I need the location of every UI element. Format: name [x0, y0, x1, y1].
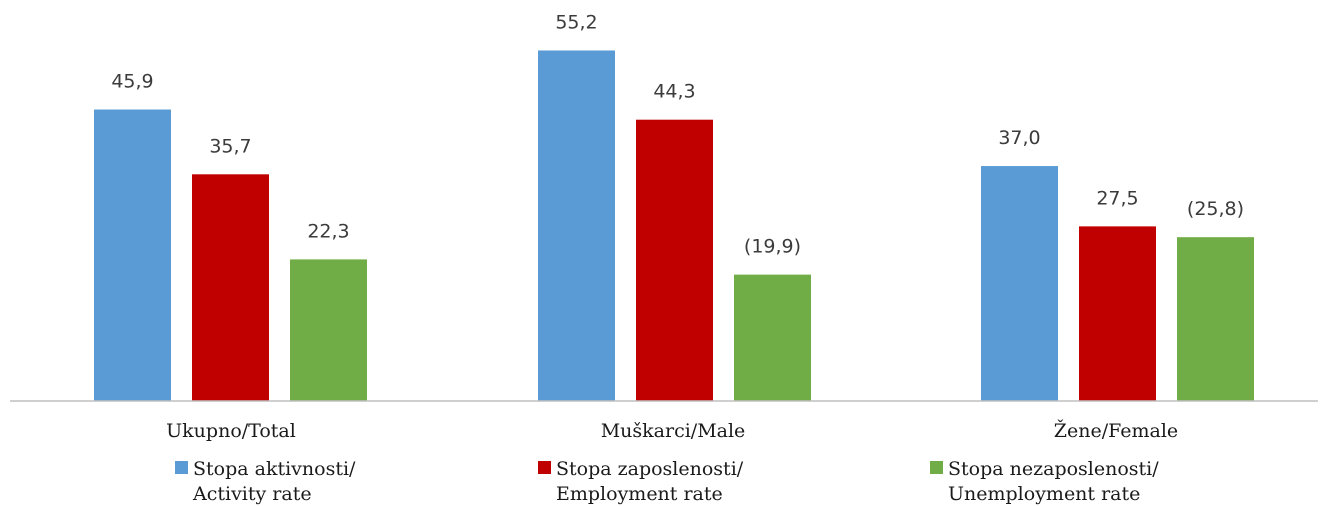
- bar-1-2: [734, 274, 811, 401]
- legend-label-0-line-1: Activity rate: [192, 483, 312, 505]
- bars-group: [94, 50, 1254, 401]
- bar-2-0: [981, 166, 1058, 401]
- legend-label-1-line-1: Employment rate: [556, 483, 723, 505]
- legend-swatch-0: [175, 461, 188, 474]
- legend-swatch-1: [538, 461, 551, 474]
- legend-swatch-2: [930, 461, 943, 474]
- data-label-0-1: 35,7: [209, 135, 251, 157]
- legend: Stopa aktivnosti/Activity rate Stopa zapo…: [175, 458, 1159, 505]
- category-label-0: Ukupno/Total: [166, 420, 296, 442]
- data-label-0-2: 22,3: [307, 220, 349, 242]
- legend-item-0: Stopa aktivnosti/Activity rate: [175, 458, 356, 505]
- legend-item-1: Stopa zaposlenosti/Employment rate: [538, 458, 744, 505]
- data-label-1-0: 55,2: [555, 11, 597, 33]
- data-label-1-2: (19,9): [744, 236, 801, 258]
- legend-label-2-line-1: Unemployment rate: [948, 483, 1140, 505]
- data-label-2-2: (25,8): [1187, 198, 1244, 220]
- data-labels-group: 45,9 35,7 22,3 55,2 44,3 (19,9) 37,0 27,5 (25,8): [111, 11, 1244, 257]
- legend-label-1-line-0: Stopa zaposlenosti/: [556, 458, 744, 480]
- bar-2-2: [1177, 237, 1254, 401]
- data-label-2-1: 27,5: [1096, 187, 1138, 209]
- bar-2-1: [1079, 226, 1156, 401]
- bar-0-1: [192, 174, 269, 401]
- legend-item-2: Stopa nezaposlenosti/Unemployment rate: [930, 458, 1159, 505]
- data-label-2-0: 37,0: [998, 127, 1040, 149]
- bar-0-2: [290, 259, 367, 401]
- category-label-1: Muškarci/Male: [601, 420, 746, 442]
- legend-label-0-line-0: Stopa aktivnosti/: [193, 458, 356, 480]
- category-labels-group: Ukupno/Total Muškarci/Male Žene/Female: [166, 419, 1178, 442]
- data-label-0-0: 45,9: [111, 71, 153, 93]
- bar-0-0: [94, 109, 171, 401]
- bar-1-1: [636, 119, 713, 401]
- category-label-2: Žene/Female: [1054, 419, 1178, 442]
- bar-1-0: [538, 50, 615, 401]
- legend-label-2-line-0: Stopa nezaposlenosti/: [948, 458, 1159, 480]
- data-label-1-1: 44,3: [653, 81, 695, 103]
